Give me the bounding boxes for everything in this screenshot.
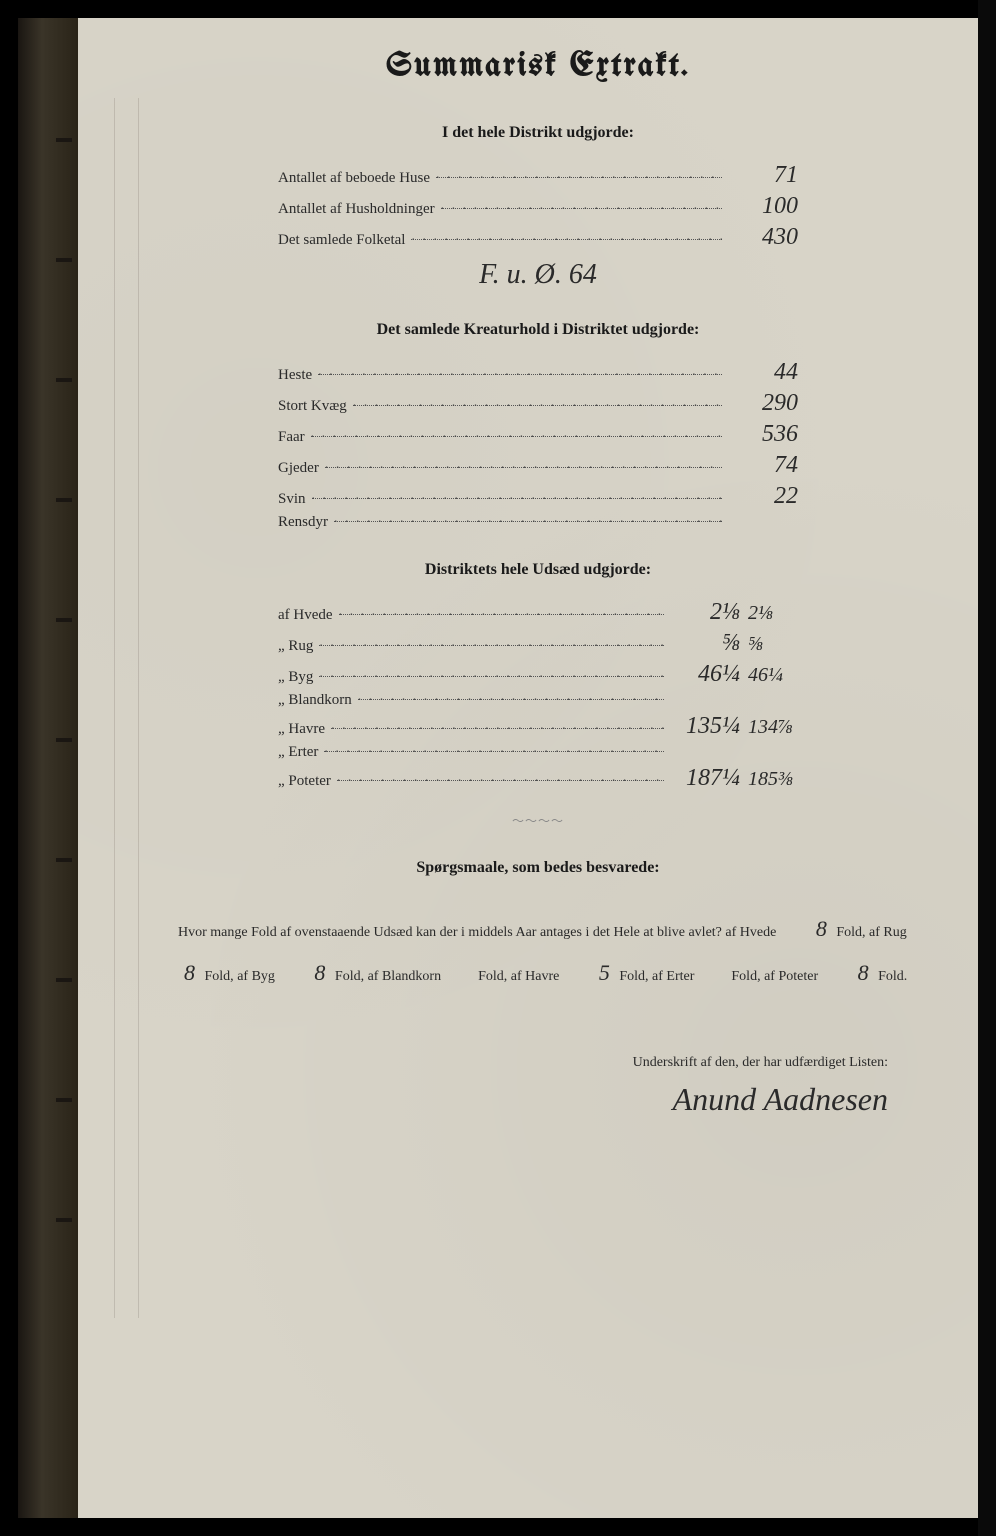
questions-heading: Spørgsmaale, som bedes besvarede: (148, 859, 928, 877)
row-gjeder: Gjeder 74 (278, 452, 798, 479)
row-erter: „ Erter (278, 744, 798, 761)
section1-heading: I det hele Distrikt udgjorde: (148, 124, 928, 142)
signature-label: Underskrift af den, der har udfærdiget L… (148, 1055, 888, 1071)
question-prefix: Hvor mange Fold af ovenstaaende Udsæd ka… (178, 925, 722, 940)
questions-block: Hvor mange Fold af ovenstaaende Udsæd ka… (148, 907, 928, 995)
row-rug: „ Rug ⅝ ⅝ (278, 630, 798, 657)
section3-heading: Distriktets hele Udsæd udgjorde: (148, 561, 928, 579)
handwritten-annotation: F. u. Ø. 64 (148, 259, 928, 291)
leader-dots (411, 239, 722, 240)
value: 44 (728, 359, 798, 386)
row-blandkorn: „ Blandkorn (278, 692, 798, 709)
q-value: 8 (780, 907, 833, 951)
q-item: af Erter Fold, (652, 969, 764, 984)
value-alt: 134⅞ (748, 716, 798, 739)
label: „ Byg (278, 669, 313, 686)
section1-block: Antallet af beboede Huse 71 Antallet af … (278, 162, 798, 251)
leader-dots (334, 521, 722, 522)
q-value: 8 (278, 951, 331, 995)
label: „ Poteter (278, 773, 331, 790)
signature-block: Underskrift af den, der har udfærdiget L… (148, 1055, 928, 1118)
label: Gjeder (278, 460, 319, 477)
q-value: 8 (148, 951, 201, 995)
leader-dots (337, 780, 664, 781)
label: Stort Kvæg (278, 398, 347, 415)
label: „ Havre (278, 721, 325, 738)
value-alt: 2⅛ (748, 602, 798, 625)
value: 187¼ (670, 765, 740, 792)
book-binding (18, 18, 78, 1518)
q-item: af Blandkorn Fold, (368, 969, 511, 984)
leader-dots (339, 614, 664, 615)
q-item: af Hvede 8 Fold, (725, 925, 869, 940)
value: 100 (728, 193, 798, 220)
label: Faar (278, 429, 305, 446)
scan-frame: Summarisk Extrakt. I det hele Distrikt u… (0, 0, 996, 1536)
leader-dots (331, 728, 664, 729)
leader-dots (324, 751, 664, 752)
value-alt: 46¼ (748, 664, 798, 687)
value: 135¼ (670, 713, 740, 740)
q-item: af Poteter 8 Fold. (764, 969, 907, 984)
row-huse: Antallet af beboede Huse 71 (278, 162, 798, 189)
label: „ Erter (278, 744, 318, 761)
value: 74 (728, 452, 798, 479)
section3-block: af Hvede 2⅛ 2⅛ „ Rug ⅝ ⅝ „ Byg 46¼ 46¼ „… (278, 599, 798, 792)
value-alt: 185⅜ (748, 768, 798, 791)
value: 536 (728, 421, 798, 448)
signature-name: Anund Aadnesen (148, 1081, 888, 1118)
document-page: Summarisk Extrakt. I det hele Distrikt u… (78, 18, 978, 1518)
row-kvaeg: Stort Kvæg 290 (278, 390, 798, 417)
value: 46¼ (670, 661, 740, 688)
label: Svin (278, 491, 306, 508)
row-poteter: „ Poteter 187¼ 185⅜ (278, 765, 798, 792)
label: Antallet af beboede Huse (278, 170, 430, 187)
scan-right-edge (978, 0, 996, 1536)
row-folketal: Det samlede Folketal 430 (278, 224, 798, 251)
label: „ Blandkorn (278, 692, 352, 709)
row-svin: Svin 22 (278, 483, 798, 510)
label: Heste (278, 367, 312, 384)
leader-dots (441, 208, 722, 209)
section2-block: Heste 44 Stort Kvæg 290 Faar 536 Gjeder … (278, 359, 798, 531)
value: 430 (728, 224, 798, 251)
leader-dots (353, 405, 722, 406)
leader-dots (319, 645, 664, 646)
label: Rensdyr (278, 514, 328, 531)
label: Antallet af Husholdninger (278, 201, 435, 218)
label: af Hvede (278, 607, 333, 624)
section2-heading: Det samlede Kreaturhold i Distriktet udg… (148, 321, 928, 339)
leader-dots (436, 177, 722, 178)
value: 71 (728, 162, 798, 189)
label: „ Rug (278, 638, 313, 655)
row-rensdyr: Rensdyr (278, 514, 798, 531)
leader-dots (319, 676, 664, 677)
q-item: af Havre 5 Fold, (511, 969, 652, 984)
leader-dots (358, 699, 664, 700)
value: 2⅛ (670, 599, 740, 626)
value: 290 (728, 390, 798, 417)
row-faar: Faar 536 (278, 421, 798, 448)
label: Det samlede Folketal (278, 232, 405, 249)
leader-dots (318, 374, 722, 375)
value-alt: ⅝ (748, 633, 798, 656)
q-item: af Byg 8 Fold, (237, 969, 367, 984)
q-value: 8 (822, 951, 875, 995)
row-heste: Heste 44 (278, 359, 798, 386)
leader-dots (325, 467, 722, 468)
leader-dots (311, 436, 722, 437)
row-byg: „ Byg 46¼ 46¼ (278, 661, 798, 688)
page-title: Summarisk Extrakt. (148, 48, 928, 84)
value: ⅝ (670, 630, 740, 657)
leader-dots (312, 498, 722, 499)
row-husholdninger: Antallet af Husholdninger 100 (278, 193, 798, 220)
question-paragraph: Hvor mange Fold af ovenstaaende Udsæd ka… (148, 907, 928, 995)
row-havre: „ Havre 135¼ 134⅞ (278, 713, 798, 740)
row-hvede: af Hvede 2⅛ 2⅛ (278, 599, 798, 626)
value: 22 (728, 483, 798, 510)
q-value: 5 (563, 951, 616, 995)
divider-ornament: ～～～～ (148, 812, 928, 829)
